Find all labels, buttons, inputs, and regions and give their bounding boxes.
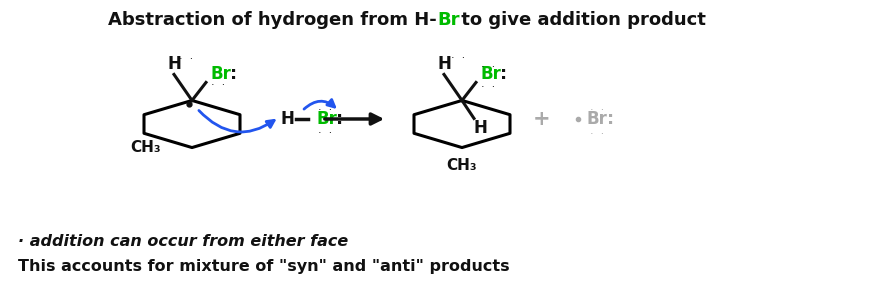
Text: H: H [473,119,487,137]
Text: .  .: . . [481,59,496,69]
Text: H: H [280,110,294,128]
Text: Br: Br [210,66,231,83]
Text: .  .: . . [179,51,193,61]
Text: · addition can occur from either face: · addition can occur from either face [18,235,348,250]
Text: Br: Br [480,66,501,83]
Text: Br: Br [316,110,336,128]
Text: .  .: . . [590,102,604,112]
Text: Abstraction of hydrogen from H-: Abstraction of hydrogen from H- [108,11,437,29]
Text: .  .: . . [590,126,604,136]
FancyArrowPatch shape [199,111,274,132]
Text: .  .: . . [451,51,465,61]
Text: .  .: . . [318,102,332,112]
FancyArrowPatch shape [304,100,335,109]
Text: This accounts for mixture of "syn" and "anti" products: This accounts for mixture of "syn" and "… [18,258,510,273]
Text: CH₃: CH₃ [447,158,477,173]
Text: Br: Br [437,11,460,29]
Text: H: H [167,56,181,74]
Text: :: : [607,110,614,128]
Text: to give addition product: to give addition product [455,11,706,29]
Text: Br: Br [587,110,608,128]
Text: CH₃: CH₃ [131,140,162,155]
Text: :: : [500,66,507,83]
Text: :: : [336,110,343,128]
Text: +: + [533,109,551,129]
Text: .  .: . . [481,79,496,89]
Text: .  .: . . [318,125,332,135]
Text: H: H [437,56,451,74]
Text: :: : [230,66,237,83]
Text: .  .: . . [211,77,225,87]
